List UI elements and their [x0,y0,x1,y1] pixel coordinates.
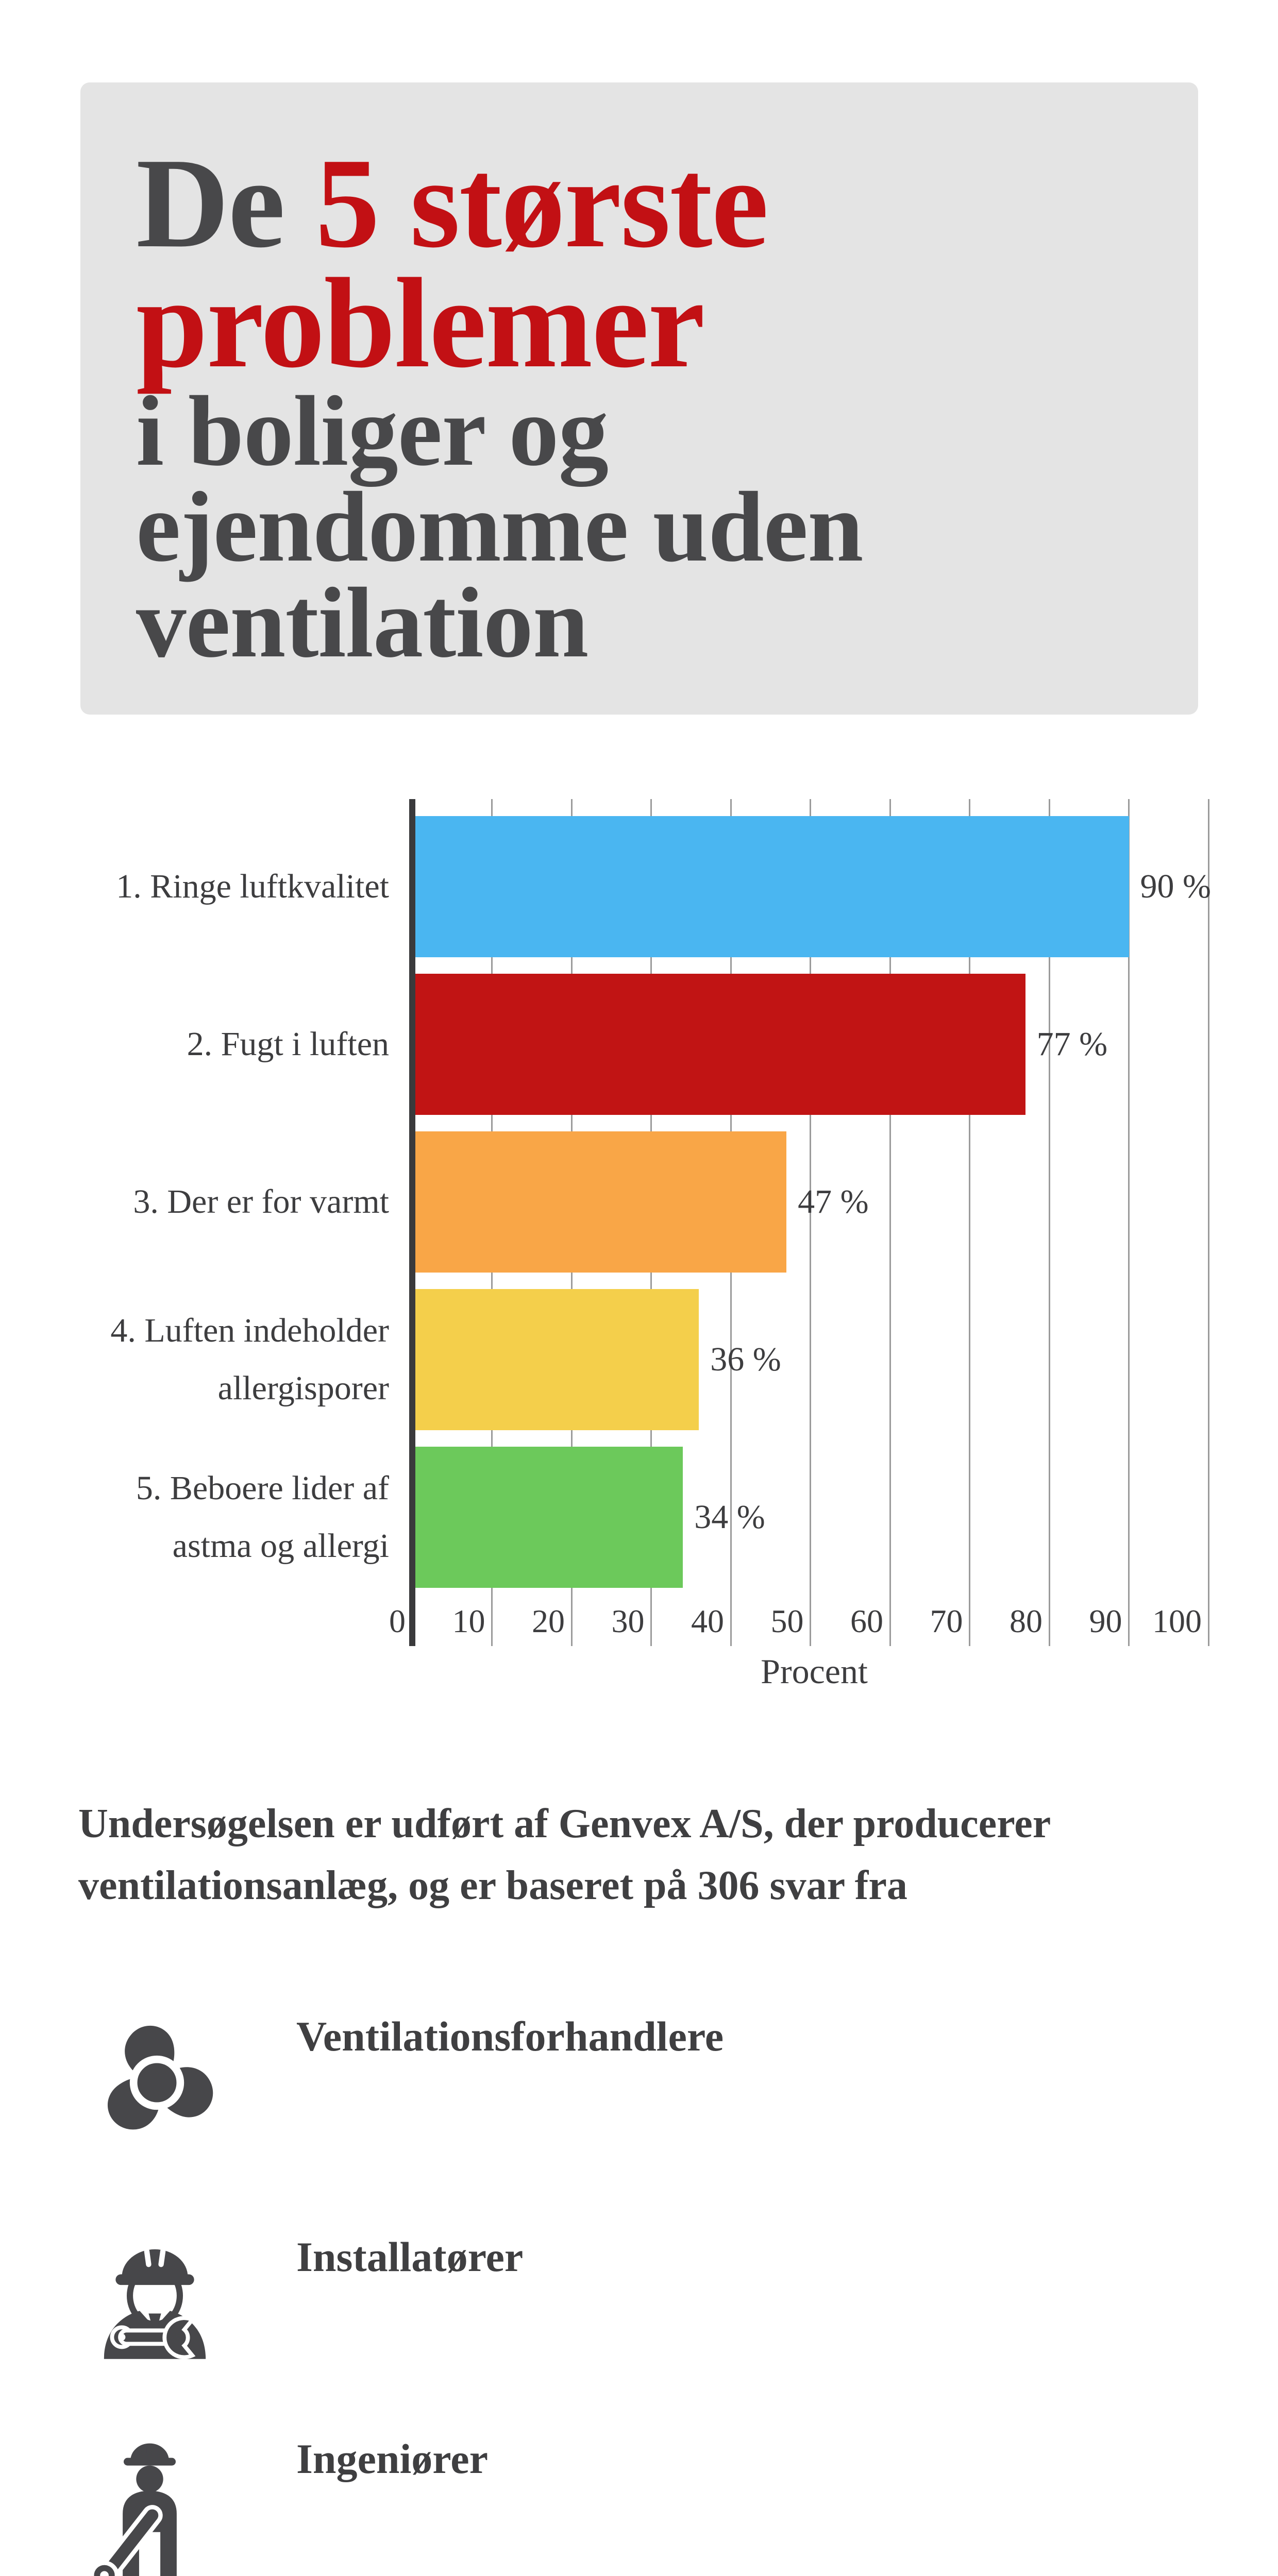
subtitle-line: i boliger og [136,376,609,487]
survey-note-line: ventilationsanlæg, og er baseret på 306 … [78,1863,907,1908]
chart-category-labels: 1. Ringe luftkvalitet 2. Fugt i luften 3. … [0,799,389,1646]
x-tick-label: 90 [1089,1603,1122,1639]
x-tick-label: 70 [930,1603,963,1639]
bar-value-label: 34 % [694,1498,765,1536]
x-tick-label: 30 [611,1603,645,1639]
title-line2: problemer [136,252,705,395]
bar-category-label: 5. Beboere lider af astma og allergi [136,1469,389,1565]
audience-label-installatorer: Installatører [296,2233,524,2280]
title-prefix: De [136,132,316,275]
gridline [1128,799,1130,1646]
bar-value-label: 90 % [1140,868,1211,905]
bar-category-label: 1. Ringe luftkvalitet [116,868,389,905]
x-tick-label: 10 [452,1603,485,1639]
chart-plot-area: 0 10 20 30 40 50 60 70 80 90 100 90 % 77 % 47 % 36 % 34… [389,799,1216,1646]
bar-5 [415,1447,683,1588]
x-tick-label: 60 [850,1603,883,1639]
bar-value-label: 77 % [1036,1025,1108,1063]
gridline [1048,799,1050,1646]
gridline [810,799,811,1646]
bar-category-label: 3. Der er for varmt [133,1183,389,1221]
x-tick-label: 0 [389,1603,406,1639]
chart-x-axis-label: Procent [761,1652,868,1691]
page-subtitle: i boliger og ejendomme uden ventilation [136,376,1198,679]
engineer-blueprint-icon [90,2433,208,2576]
subtitle-line: ventilation [136,567,588,679]
x-tick-label: 40 [691,1603,724,1639]
x-tick-label: 20 [532,1603,565,1639]
gridline [969,799,970,1646]
x-tick-label: 50 [770,1603,804,1639]
bar-value-label: 36 % [710,1341,781,1378]
bar-2 [415,974,1025,1115]
bar-4 [415,1289,699,1430]
gridline [1207,799,1209,1646]
page-title: De 5 største problemer [136,139,1198,388]
survey-note-line: Undersøgelsen er udført af Genvex A/S, d… [78,1801,1051,1846]
audience-label-ingeniorer: Ingeniører [296,2435,489,2482]
x-tick-label: 100 [1152,1603,1202,1639]
fan-icon [94,2017,220,2151]
bar-value-label: 47 % [798,1183,869,1221]
bar-category-label: 4. Luften indeholder allergisporer [110,1312,389,1407]
subtitle-line: ejendomme uden [136,471,864,583]
hardhat-worker-icon [97,2225,213,2362]
gridline [889,799,891,1646]
audience-label-ventilationsforhandlere: Ventilationsforhandlere [296,2013,724,2060]
bar-3 [415,1131,787,1273]
bar-1 [415,816,1129,957]
bar-category-label: 2. Fugt i luften [187,1025,389,1063]
title-card: De 5 største problemer i boliger og ejend… [80,82,1198,715]
survey-note: Undersøgelsen er udført af Genvex A/S, d… [78,1793,1051,1917]
chart-y-axis [409,799,415,1646]
title-highlight: 5 største [315,132,769,275]
x-tick-label: 80 [1010,1603,1042,1639]
